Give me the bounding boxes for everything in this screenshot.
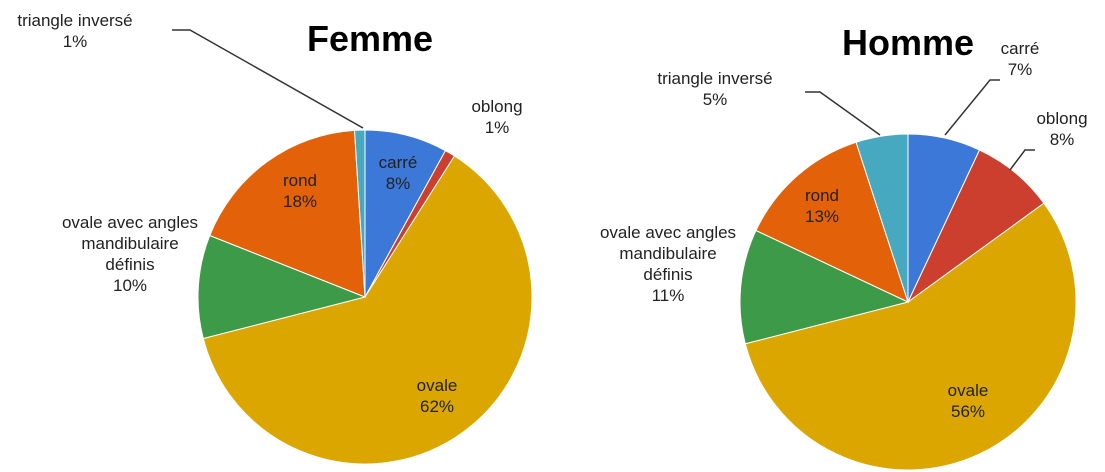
slice-value: 8% (385, 174, 411, 193)
slice-category: oblong (471, 97, 523, 116)
slice-value: 5% (702, 90, 728, 109)
slice-label: ovale avec angles mandibulaire définis 10… (55, 212, 205, 296)
slice-value: 10% (112, 276, 148, 295)
slice-category: ovale avec angles mandibulaire définis (61, 213, 199, 274)
slice-category: ovale (947, 381, 989, 400)
leader-line (944, 79, 1000, 136)
leader-line (805, 91, 881, 136)
slice-value: 7% (1007, 60, 1033, 79)
slice-label: carré 7% (980, 38, 1060, 80)
pie-slice (755, 141, 909, 303)
slice-value: 1% (484, 118, 510, 137)
slice-value: 8% (1049, 130, 1075, 149)
slice-category: rond (282, 171, 318, 190)
slice-category: rond (804, 186, 840, 205)
chart-title: Femme (306, 18, 434, 59)
slice-label: oblong 8% (1022, 108, 1102, 150)
pie-slice (353, 129, 366, 298)
slice-label: rond 13% (782, 185, 862, 227)
slice-value: 13% (804, 207, 840, 226)
chart-title: Homme (841, 22, 975, 63)
slice-label: carré 8% (358, 152, 438, 194)
slice-value: 11% (651, 286, 685, 305)
slice-value: 18% (282, 192, 318, 211)
leader-line (1009, 149, 1035, 171)
slice-label: triangle inversé 1% (0, 10, 155, 52)
pie-slice (209, 129, 366, 298)
slice-label: ovale 56% (928, 380, 1008, 422)
pie-slice (855, 133, 909, 303)
slice-label: rond 18% (260, 170, 340, 212)
slice-value: 56% (950, 402, 986, 421)
pie-slice (744, 202, 1077, 471)
pie-slice (197, 234, 367, 340)
slice-label: oblong 1% (457, 96, 537, 138)
slice-label: ovale 62% (397, 375, 477, 417)
slice-label: ovale avec angles mandibulaire définis 11… (593, 222, 743, 306)
slice-category: oblong (1036, 109, 1088, 128)
slice-category: carré (378, 153, 418, 172)
slice-value: 1% (62, 32, 88, 51)
slice-label: triangle inversé 5% (635, 68, 795, 110)
leader-line (172, 29, 364, 129)
slice-category: triangle inversé (657, 69, 773, 88)
slice-category: carré (1000, 39, 1040, 58)
slice-category: ovale avec angles mandibulaire définis (599, 223, 737, 284)
pie-slice (202, 155, 533, 465)
slice-category: triangle inversé (17, 11, 133, 30)
slice-value: 62% (419, 397, 455, 416)
slice-category: ovale (416, 376, 458, 395)
pie-slice (739, 229, 910, 345)
